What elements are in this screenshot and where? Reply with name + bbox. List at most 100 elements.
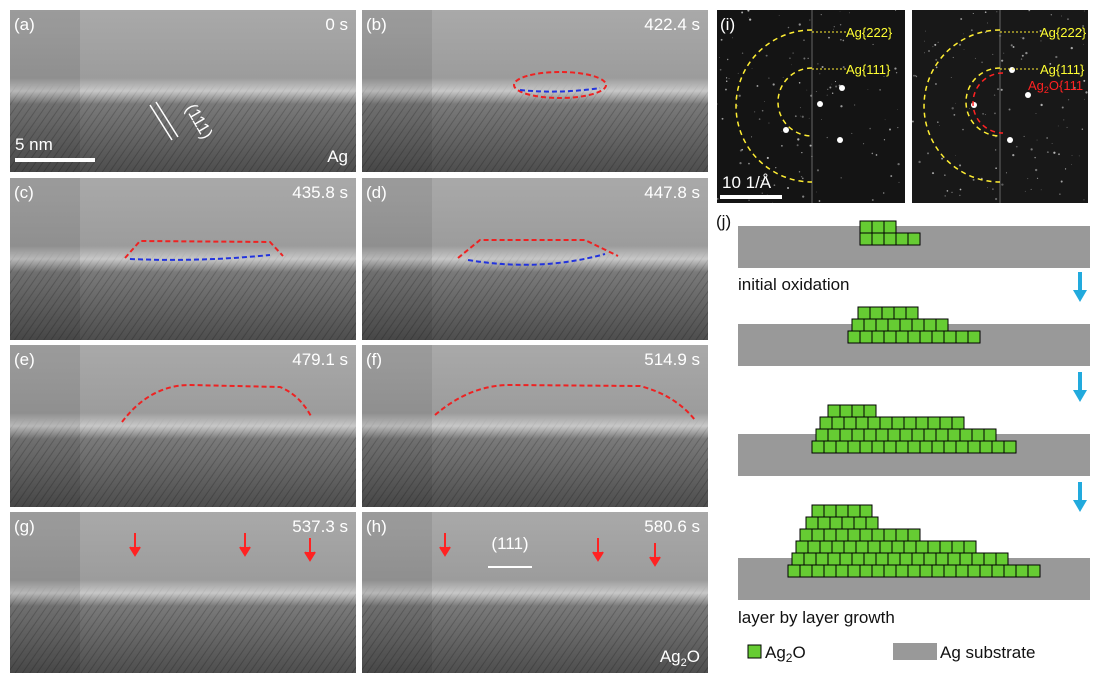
speckle xyxy=(899,182,900,183)
speckle xyxy=(951,192,952,193)
oxide-block xyxy=(904,417,916,429)
speckle xyxy=(925,31,926,32)
oxide-block xyxy=(980,441,992,453)
oxide-block xyxy=(852,319,864,331)
speckle xyxy=(840,11,841,12)
oxide-block xyxy=(836,529,848,541)
speckle xyxy=(872,153,874,155)
oxide-block xyxy=(956,331,968,343)
speckle xyxy=(849,12,850,13)
oxide-block xyxy=(968,565,980,577)
oxide-block xyxy=(892,541,904,553)
speckle xyxy=(768,77,769,78)
oxide-block xyxy=(860,441,872,453)
shade xyxy=(10,512,80,673)
time-label: 580.6 s xyxy=(644,517,700,536)
oxide-block xyxy=(956,565,968,577)
speckle xyxy=(927,152,929,154)
speckle xyxy=(716,103,717,104)
oxide-block xyxy=(906,307,918,319)
oxide-block xyxy=(872,233,884,245)
speckle xyxy=(981,61,983,63)
oxide-block xyxy=(936,429,948,441)
speckle xyxy=(767,194,768,195)
plane-label: (111) xyxy=(491,534,528,553)
speckle xyxy=(840,39,842,41)
oxide-block xyxy=(840,405,852,417)
tem-panel: (b)422.4 s xyxy=(362,10,708,172)
oxide-block xyxy=(900,319,912,331)
speckle xyxy=(1001,183,1003,185)
speckle xyxy=(995,198,997,200)
oxide-block xyxy=(816,429,828,441)
speckle xyxy=(918,161,920,163)
speckle xyxy=(992,188,994,190)
time-label: 0 s xyxy=(325,15,348,34)
oxide-block xyxy=(984,429,996,441)
oxide-block xyxy=(944,441,956,453)
speckle xyxy=(987,187,988,188)
speckle xyxy=(797,144,799,146)
oxide-block xyxy=(860,529,872,541)
speckle xyxy=(1047,151,1049,153)
speckle xyxy=(1022,55,1024,57)
time-label: 435.8 s xyxy=(292,183,348,202)
speckle xyxy=(1040,104,1042,106)
speckle xyxy=(835,85,837,87)
speckle xyxy=(1037,140,1038,141)
oxide-block xyxy=(852,429,864,441)
speckle xyxy=(1058,153,1060,155)
speckle xyxy=(774,184,776,186)
speckle xyxy=(819,73,820,74)
oxide-block xyxy=(880,417,892,429)
speckle xyxy=(1003,53,1004,54)
speckle xyxy=(802,116,804,118)
oxide-block xyxy=(944,565,956,577)
speckle xyxy=(787,187,789,189)
speckle xyxy=(1058,126,1059,127)
speckle xyxy=(1084,99,1085,100)
speckle xyxy=(985,11,987,13)
speckle xyxy=(841,177,842,178)
oxide-block xyxy=(1016,565,1028,577)
speckle xyxy=(801,152,802,153)
speckle xyxy=(1001,89,1003,91)
oxide-block xyxy=(840,553,852,565)
speckle xyxy=(800,116,801,117)
oxide-block xyxy=(856,541,868,553)
speckle xyxy=(1034,157,1035,158)
speckle xyxy=(832,93,833,94)
oxide-block xyxy=(848,505,860,517)
speckle xyxy=(751,136,752,137)
spot xyxy=(783,127,789,133)
oxide-block xyxy=(864,429,876,441)
oxide-block xyxy=(848,529,860,541)
panel-label: (g) xyxy=(14,517,35,536)
speckle xyxy=(835,81,836,82)
speckle xyxy=(1063,119,1064,120)
oxide-block xyxy=(870,307,882,319)
speckle xyxy=(789,58,790,59)
speckle xyxy=(951,77,952,78)
oxide-block xyxy=(868,541,880,553)
oxide-block xyxy=(836,565,848,577)
oxide-block xyxy=(920,331,932,343)
oxide-block xyxy=(996,553,1008,565)
oxide-block xyxy=(972,429,984,441)
oxide-block xyxy=(884,221,896,233)
oxide-block xyxy=(924,429,936,441)
speckle xyxy=(719,57,720,58)
oxide-block xyxy=(876,319,888,331)
panel-label: (e) xyxy=(14,350,35,369)
oxide-block xyxy=(812,441,824,453)
oxide-block xyxy=(952,541,964,553)
oxide-block xyxy=(972,553,984,565)
speckle xyxy=(1046,137,1047,138)
oxide-block xyxy=(968,441,980,453)
speckle xyxy=(816,192,817,193)
speckle xyxy=(973,179,975,181)
speckle xyxy=(1036,113,1037,114)
stage-label: initial oxidation xyxy=(738,275,850,294)
speckle xyxy=(821,119,822,120)
ring-label: Ag2O{111 xyxy=(1028,78,1083,95)
